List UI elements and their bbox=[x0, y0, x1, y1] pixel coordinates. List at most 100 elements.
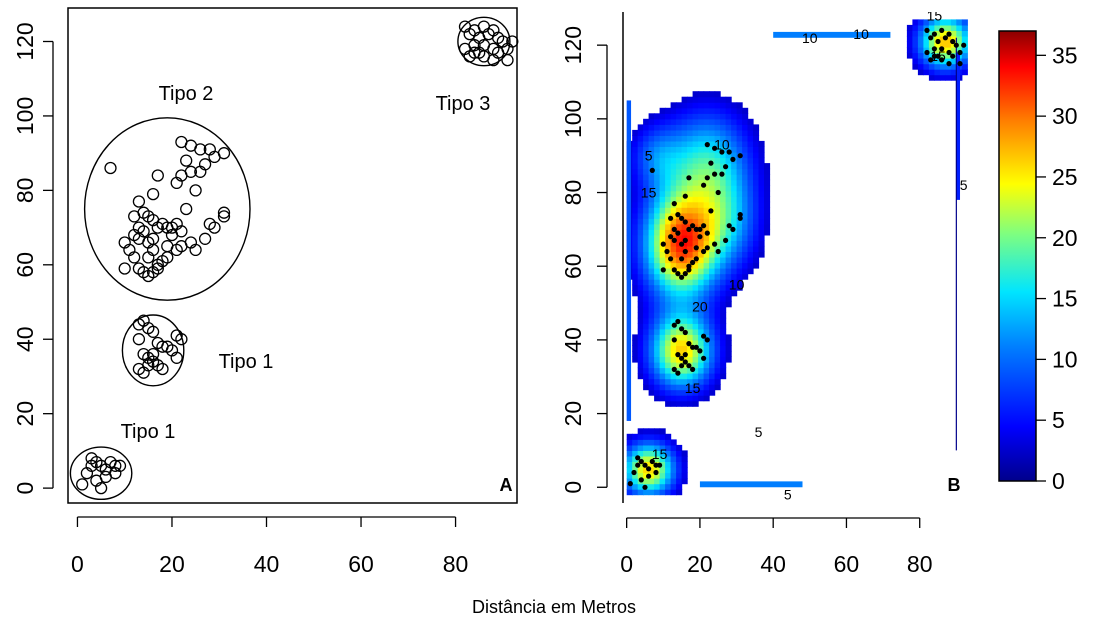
heat-cell bbox=[670, 179, 677, 186]
heat-cell bbox=[945, 19, 952, 26]
data-point bbox=[686, 341, 692, 347]
heat-cell bbox=[731, 124, 738, 131]
heat-cell bbox=[720, 185, 727, 192]
heat-cell bbox=[928, 47, 935, 54]
heat-cell bbox=[648, 455, 655, 462]
heat-cell bbox=[742, 229, 749, 236]
heat-cell bbox=[643, 190, 650, 197]
heat-cell bbox=[676, 279, 683, 286]
heat-cell bbox=[714, 251, 721, 258]
heat-cell bbox=[659, 284, 666, 291]
heat-cell bbox=[659, 146, 666, 153]
heat-cell bbox=[654, 378, 661, 385]
heat-cell bbox=[736, 129, 743, 136]
data-point bbox=[704, 142, 710, 148]
heat-cell bbox=[764, 168, 771, 175]
heat-cell bbox=[665, 378, 672, 385]
heat-cell bbox=[758, 146, 765, 153]
heat-cell bbox=[753, 245, 760, 252]
heat-cell bbox=[912, 47, 919, 54]
heat-cell bbox=[643, 455, 650, 462]
scatter-point bbox=[217, 147, 231, 160]
heat-cell bbox=[643, 168, 650, 175]
heat-cell bbox=[912, 35, 919, 42]
heat-cell bbox=[643, 373, 650, 380]
heat-cell bbox=[659, 301, 666, 308]
heat-cell bbox=[654, 345, 661, 352]
heat-cell bbox=[747, 257, 754, 264]
heat-cell bbox=[632, 489, 639, 496]
heat-cell bbox=[665, 262, 672, 269]
heat-cell bbox=[643, 251, 650, 258]
heat-cell bbox=[725, 96, 732, 103]
heat-cell bbox=[637, 190, 644, 197]
heat-cell bbox=[654, 140, 661, 147]
heat-cell bbox=[753, 146, 760, 153]
y-tick-label: 40 bbox=[12, 326, 38, 352]
data-point bbox=[679, 355, 685, 361]
heat-cell bbox=[670, 251, 677, 258]
heat-cell bbox=[720, 362, 727, 369]
heat-cell bbox=[764, 201, 771, 208]
heat-cell bbox=[643, 444, 650, 451]
heat-cell bbox=[714, 201, 721, 208]
data-point bbox=[712, 241, 718, 247]
data-point bbox=[671, 237, 677, 243]
heat-cell bbox=[725, 284, 732, 291]
heat-cell bbox=[681, 102, 688, 109]
heat-cell bbox=[659, 185, 666, 192]
heat-cell bbox=[654, 185, 661, 192]
heat-cell bbox=[681, 455, 688, 462]
heat-cell bbox=[659, 179, 666, 186]
heat-cell bbox=[698, 306, 705, 313]
heat-cell bbox=[928, 74, 935, 81]
heat-cell bbox=[665, 312, 672, 319]
heat-cell bbox=[731, 129, 738, 136]
data-point bbox=[704, 230, 710, 236]
scatter-point bbox=[198, 232, 212, 245]
heat-cell bbox=[747, 152, 754, 159]
heat-cell bbox=[665, 229, 672, 236]
data-point bbox=[675, 212, 681, 218]
heat-cell bbox=[742, 163, 749, 170]
heat-cell bbox=[714, 207, 721, 214]
heat-cell bbox=[670, 328, 677, 335]
heat-cell bbox=[670, 135, 677, 142]
heat-cell bbox=[648, 185, 655, 192]
heat-cell bbox=[670, 400, 677, 407]
heat-cell bbox=[764, 196, 771, 203]
heat-cell bbox=[681, 201, 688, 208]
heat-cell bbox=[632, 168, 639, 175]
heat-cell bbox=[709, 168, 716, 175]
heat-cell bbox=[670, 345, 677, 352]
heat-cell bbox=[681, 107, 688, 114]
scatter-point bbox=[104, 161, 117, 175]
heat-cell bbox=[709, 378, 716, 385]
data-point bbox=[660, 267, 666, 273]
heat-cell bbox=[714, 245, 721, 252]
heat-cell bbox=[648, 350, 655, 357]
heat-cell bbox=[643, 356, 650, 363]
heat-cell bbox=[637, 268, 644, 275]
data-point bbox=[704, 245, 710, 251]
heat-cell bbox=[692, 328, 699, 335]
colorbar-tick-label: 35 bbox=[1052, 42, 1078, 68]
data-point bbox=[675, 318, 681, 325]
heat-cell bbox=[720, 218, 727, 225]
heat-cell bbox=[753, 229, 760, 236]
heat-cell bbox=[725, 240, 732, 247]
heat-cell bbox=[681, 378, 688, 385]
heat-cell bbox=[665, 257, 672, 264]
contour-label: 15 bbox=[930, 48, 946, 64]
heat-cell bbox=[676, 234, 683, 241]
heat-cell bbox=[950, 69, 957, 76]
heat-cell bbox=[687, 312, 694, 319]
contour-label: 10 bbox=[729, 277, 745, 293]
heat-cell bbox=[659, 428, 666, 435]
heat-cell bbox=[659, 384, 666, 391]
data-point bbox=[675, 230, 681, 236]
heat-cell bbox=[659, 163, 666, 170]
heat-cell bbox=[692, 290, 699, 297]
panel-a-ellipses bbox=[69, 16, 511, 501]
heat-cell bbox=[692, 306, 699, 313]
